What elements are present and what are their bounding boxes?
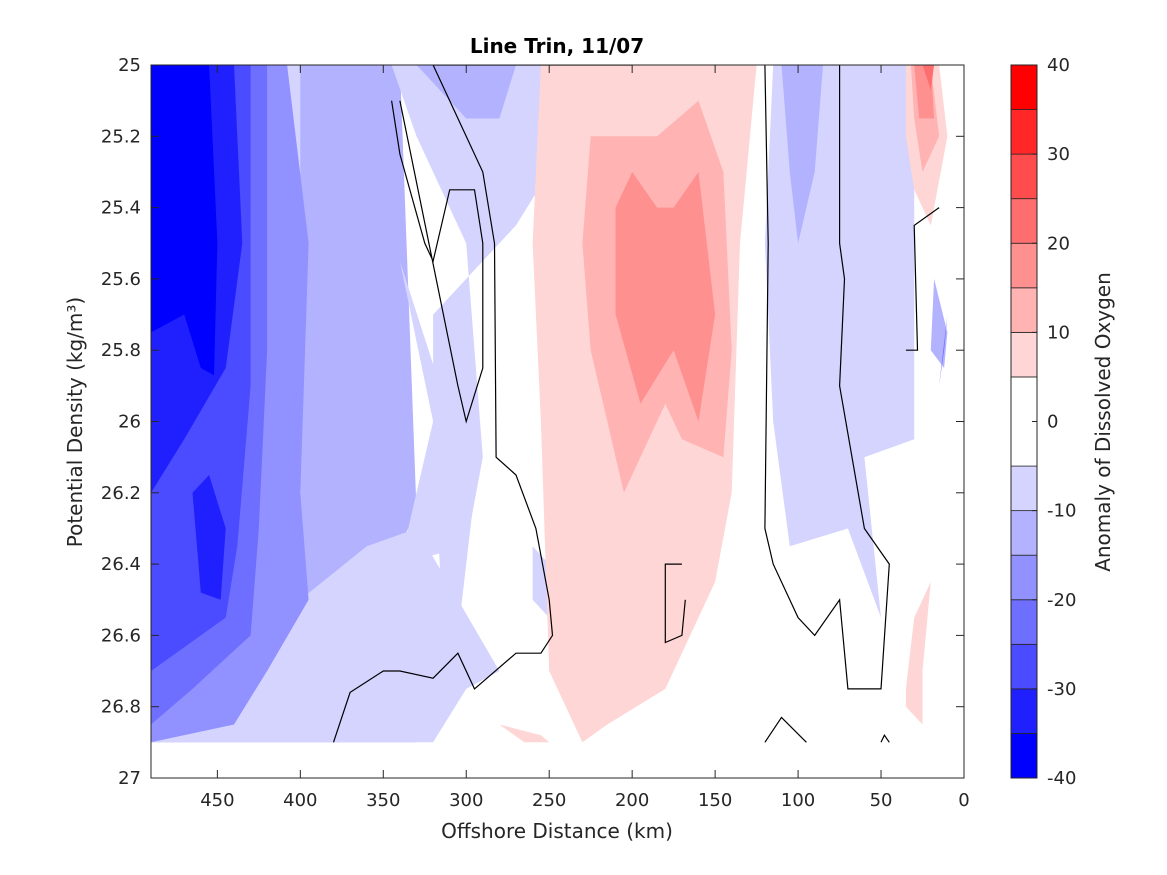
colorbar-tick-label: -20: [1047, 590, 1076, 611]
y-tick-label: 26.6: [101, 625, 141, 646]
x-axis-ticks: 450 400 350 300 250 200 150 100 50 0: [200, 65, 970, 811]
y-tick-label: 26.2: [101, 483, 141, 504]
colorbar-tick-label: 40: [1047, 55, 1070, 76]
zero-contour-line-3: [764, 65, 890, 690]
zero-contour-line-2: [664, 563, 686, 644]
colorbar-tick-label: -40: [1047, 768, 1076, 789]
x-tick-label: 150: [698, 790, 732, 811]
contour-region-23: [905, 581, 931, 725]
y-tick-label: 26.4: [101, 554, 141, 575]
y-tick-label: 25: [118, 55, 141, 76]
contour-region-22: [922, 65, 935, 90]
y-tick-label: 25.6: [101, 269, 141, 290]
contour-region-18: [781, 65, 823, 244]
colorbar-tick-label: -30: [1047, 679, 1076, 700]
colorbar-swatch: [1010, 643, 1038, 690]
x-tick-label: 100: [781, 790, 815, 811]
x-tick-label: 450: [200, 790, 234, 811]
colorbar-swatch: [1010, 287, 1038, 333]
zero-contour-line-5: [764, 716, 807, 743]
y-tick-label: 25.4: [101, 198, 141, 219]
x-tick-label: 350: [366, 790, 400, 811]
colorbar-tick-label: 10: [1047, 322, 1070, 343]
contour-region-12: [532, 546, 550, 618]
contour-region-16: [499, 724, 550, 743]
zero-contour-line-1: [391, 100, 484, 424]
y-tick-label: 27: [118, 768, 141, 789]
zero-contours: [332, 65, 940, 743]
colorbar-swatch: [1010, 465, 1038, 512]
colorbar-swatch: [1010, 331, 1038, 378]
x-tick-label: 200: [615, 790, 649, 811]
contour-region-24: [930, 278, 948, 368]
colorbar-tick-label: 20: [1047, 233, 1070, 254]
colorbar-swatch: [1010, 109, 1038, 155]
contour-regions: [151, 65, 948, 743]
colorbar-swatch: [1010, 554, 1038, 601]
colorbar-swatch: [1010, 242, 1038, 289]
colorbar-label: Anomaly of Dissolved Oxygen: [1091, 272, 1115, 572]
colorbar-tick-label: 0: [1047, 412, 1058, 433]
colorbar-swatch: [1010, 599, 1038, 645]
x-tick-label: 0: [958, 790, 969, 811]
contour-region-15: [615, 172, 716, 422]
x-axis-label: Offshore Distance (km): [441, 819, 673, 843]
contour-region-25: [939, 314, 948, 386]
y-tick-label: 25.2: [101, 126, 141, 147]
contour-region-9: [399, 261, 475, 636]
y-axis-label: Potential Density (kg/m³): [63, 297, 87, 548]
colorbar-swatch: [1010, 198, 1038, 244]
x-tick-label: 50: [870, 790, 893, 811]
contour-region-6: [151, 65, 218, 376]
chart-title: Line Trin, 11/07: [470, 34, 644, 58]
zero-contour-line-0: [332, 65, 633, 743]
y-tick-label: 26.8: [101, 697, 141, 718]
y-tick-label: 25.8: [101, 340, 141, 361]
colorbar-ticks: 40 30 20 10 0 -10 -20 -30 -40: [1032, 55, 1076, 789]
colorbar-swatch: [1010, 510, 1038, 556]
x-tick-label: 300: [449, 790, 483, 811]
zero-contour-line-4: [905, 207, 940, 351]
x-tick-label: 400: [283, 790, 317, 811]
zero-contour-line-6: [880, 734, 890, 743]
colorbar-tick-label: -10: [1047, 501, 1076, 522]
colorbar-swatch: [1010, 153, 1038, 200]
plot-area: 450 400 350 300 250 200 150 100 50 0 2525.225.425…: [101, 55, 970, 811]
colorbar-swatch: [1010, 64, 1038, 110]
contour-region-7: [192, 475, 226, 600]
x-tick-label: 250: [532, 790, 566, 811]
colorbar: 40 30 20 10 0 -10 -20 -30 -40: [1010, 55, 1076, 789]
colorbar-swatch: [1010, 688, 1038, 734]
colorbar-swatch: [1010, 733, 1038, 779]
contour-region-11: [416, 65, 516, 119]
y-tick-label: 26: [118, 412, 141, 433]
colorbar-tick-label: 30: [1047, 144, 1070, 165]
y-axis-ticks: 25 25.2 25.4 25.6 25.8 26 26.2 26.4 26.6 26.8 27: [101, 55, 964, 789]
